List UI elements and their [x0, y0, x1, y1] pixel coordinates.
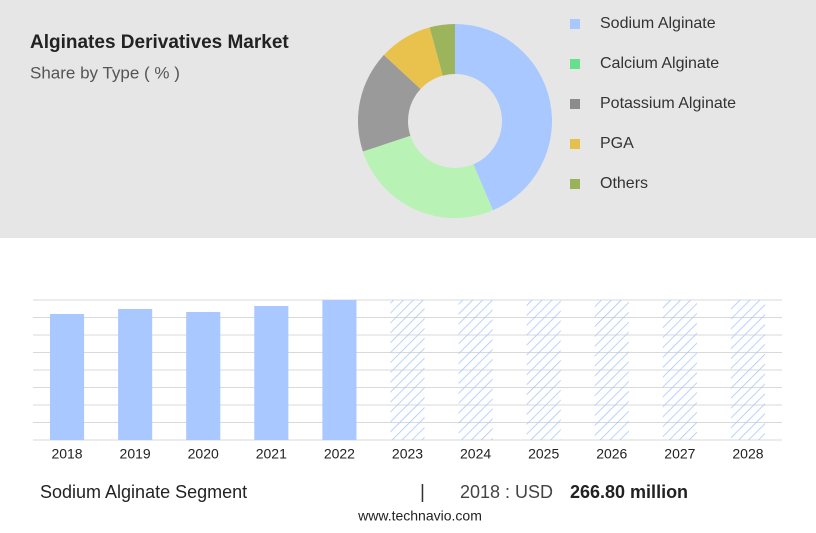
legend-label: Sodium Alginate — [600, 15, 716, 32]
chart-subtitle: Share by Type ( % ) — [30, 63, 180, 82]
legend-swatch — [570, 19, 580, 29]
x-tick-label: 2026 — [596, 446, 627, 462]
forecast-bar — [390, 300, 425, 440]
bar — [118, 308, 153, 440]
bar — [50, 313, 85, 440]
separator: | — [420, 482, 425, 503]
forecast-bar — [662, 300, 697, 440]
pie-slice — [429, 24, 455, 76]
forecast-bar — [458, 300, 493, 440]
pie-slice — [455, 24, 552, 211]
pie-slice — [383, 27, 443, 90]
pie-slice — [362, 135, 493, 218]
bar — [322, 300, 357, 440]
forecast-bar — [730, 300, 765, 440]
legend-label: PGA — [600, 135, 634, 152]
x-tick-label: 2021 — [256, 446, 287, 462]
segment-name: Sodium Alginate Segment — [40, 482, 247, 502]
x-tick-label: 2022 — [324, 446, 355, 462]
legend-swatch — [570, 179, 580, 189]
x-tick-label: 2027 — [664, 446, 695, 462]
highlight-prefix: 2018 : USD — [460, 482, 553, 502]
legend-label: Others — [600, 175, 648, 192]
x-tick-label: 2020 — [188, 446, 219, 462]
highlight-value: 266.80 million — [570, 482, 688, 502]
bar — [186, 311, 221, 440]
chart-title: Alginates Derivatives Market — [30, 32, 289, 53]
legend-swatch — [570, 139, 580, 149]
x-tick-label: 2018 — [51, 446, 82, 462]
source: www.technavio.com — [357, 508, 482, 524]
legend-label: Potassium Alginate — [600, 95, 736, 112]
legend-swatch — [570, 99, 580, 109]
legend-label: Calcium Alginate — [600, 55, 719, 72]
bar — [254, 305, 289, 440]
x-tick-label: 2024 — [460, 446, 491, 462]
forecast-bar — [526, 300, 561, 440]
x-tick-label: 2019 — [120, 446, 151, 462]
pie-slice — [358, 55, 421, 152]
forecast-bar — [594, 300, 629, 440]
legend-swatch — [570, 59, 580, 69]
x-tick-label: 2025 — [528, 446, 559, 462]
x-tick-label: 2028 — [732, 446, 763, 462]
x-tick-label: 2023 — [392, 446, 423, 462]
